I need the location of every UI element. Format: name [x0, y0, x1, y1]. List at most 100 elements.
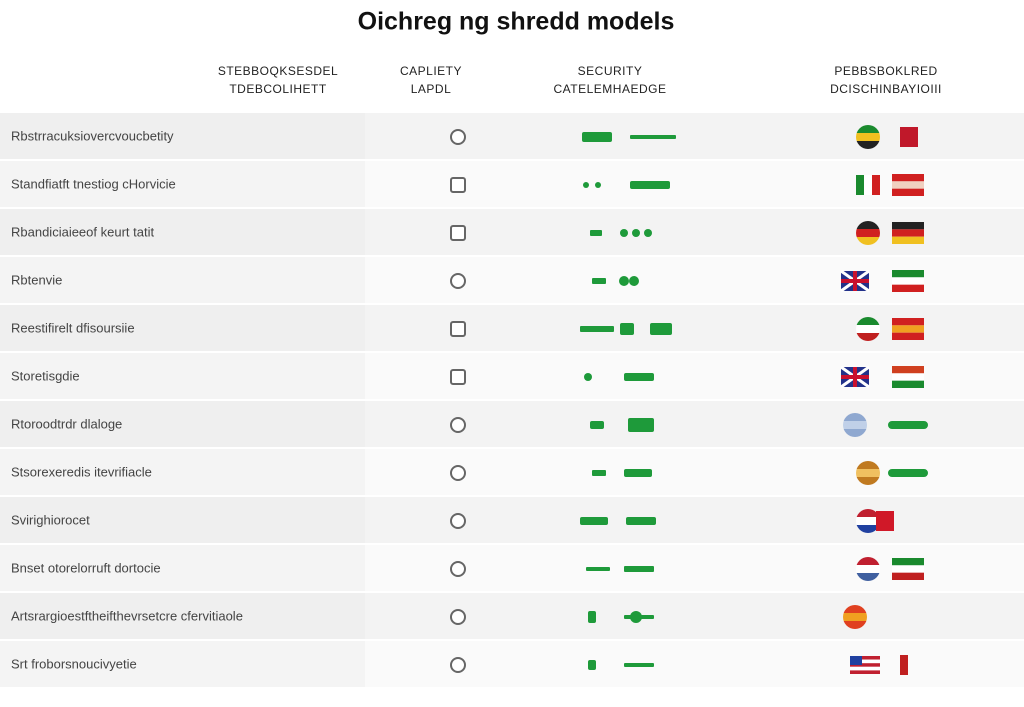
label-cell: [0, 401, 365, 447]
row-label: Rbtenvie: [11, 272, 62, 287]
capability-icon: [450, 369, 466, 385]
security-mark: [595, 182, 601, 188]
label-cell: [0, 449, 365, 495]
security-mark: [583, 182, 589, 188]
security-mark: [580, 517, 608, 525]
flag-canton: [850, 656, 862, 665]
security-mark: [644, 229, 652, 237]
flag-round: [856, 461, 880, 485]
security-mark: [620, 229, 628, 237]
label-cell: [0, 641, 365, 687]
flag-bar: [888, 421, 928, 429]
security-mark: [584, 373, 592, 381]
label-cell: [0, 257, 365, 303]
capability-icon: [450, 561, 466, 577]
capability-icon: [450, 273, 466, 289]
flag-round: [856, 509, 880, 533]
flag-stripe: [892, 332, 924, 340]
security-mark: [630, 181, 670, 189]
flag-round: [856, 557, 880, 581]
flag-stripe: [892, 181, 924, 189]
flag-bar: [888, 469, 928, 477]
security-mark: [620, 323, 634, 335]
label-cell: [0, 593, 365, 639]
capability-icon: [450, 225, 466, 241]
security-mark: [588, 660, 596, 670]
flag-stripe: [850, 659, 880, 664]
flag-stripe: [892, 236, 924, 244]
column-header: SECURITY: [578, 64, 643, 78]
flag-square: [900, 127, 918, 147]
flag-stripe: [892, 222, 924, 230]
flag-stripe: [892, 373, 924, 381]
column-header: DCISCHINBAYIOIII: [830, 82, 942, 96]
flag-stripe: [892, 565, 924, 573]
row-label: Rtoroodtrdr dlaloge: [11, 416, 122, 431]
flag-stripe: [892, 174, 924, 182]
security-mark: [628, 418, 654, 432]
flag-stripe: [892, 572, 924, 580]
label-cell: [0, 113, 365, 159]
flag-stripe: [850, 666, 880, 671]
row-label: Reestifirelt dfisoursiie: [11, 320, 135, 335]
security-mark: [624, 615, 654, 619]
row-label: Svirighiorocet: [11, 512, 90, 527]
flag-round: [856, 317, 880, 341]
flag-stripe: [892, 318, 924, 326]
row-label: Artsrargioestftheifthevrsetcre cfervitia…: [11, 608, 243, 623]
security-mark: [632, 229, 640, 237]
flag-square: [876, 511, 894, 531]
flag-stripe: [892, 366, 924, 374]
capability-icon: [450, 657, 466, 673]
capability-icon: [450, 417, 466, 433]
security-mark: [650, 323, 672, 335]
flag-round: [856, 221, 880, 245]
security-mark: [582, 132, 612, 142]
flag-stripe: [872, 175, 880, 195]
flag-stripe: [892, 229, 924, 237]
flag-round: [856, 125, 880, 149]
flag-stripe: [864, 175, 872, 195]
label-cell: [0, 161, 365, 207]
page-title: Oichreg ng shredd models: [358, 8, 675, 36]
column-header: CAPLIETY: [400, 64, 462, 78]
security-mark: [626, 517, 656, 525]
flag-stripe: [850, 670, 880, 674]
capability-icon: [450, 513, 466, 529]
capability-icon: [450, 129, 466, 145]
row-label: Standfiatft tnestiog cHorvicie: [11, 176, 176, 191]
capability-icon: [450, 609, 466, 625]
flag-stripe: [850, 663, 880, 667]
flag-stripe: [892, 325, 924, 333]
label-cell: [0, 353, 365, 399]
security-mark: [624, 566, 654, 572]
flag-stripe: [850, 656, 880, 660]
column-header: PEBBSBOKLRED: [834, 64, 937, 78]
security-mark: [619, 276, 629, 286]
flag-stripe: [892, 380, 924, 388]
security-mark: [592, 470, 606, 476]
flag-stripe: [892, 284, 924, 292]
security-mark: [624, 663, 654, 667]
security-mark: [630, 135, 676, 139]
row-label: Srt froborsnoucivyetie: [11, 656, 137, 671]
flag-stripe: [892, 270, 924, 278]
flag-stripe: [892, 558, 924, 566]
security-mark: [590, 230, 602, 236]
security-mark: [629, 276, 639, 286]
label-cell: [0, 209, 365, 255]
security-mark: [580, 326, 614, 332]
row-label: Stsorexeredis itevrifiacle: [11, 464, 152, 479]
flag-stripe: [892, 277, 924, 285]
flag-round: [843, 413, 867, 437]
row-label: Rbstrracuksiovercvoucbetity: [11, 128, 174, 143]
label-cell: [0, 497, 365, 543]
column-header: LAPDL: [411, 82, 452, 96]
security-mark: [592, 278, 606, 284]
security-mark: [590, 421, 604, 429]
security-mark: [624, 469, 652, 477]
flag-uk-cross: [841, 271, 869, 291]
flag-round: [843, 605, 867, 629]
